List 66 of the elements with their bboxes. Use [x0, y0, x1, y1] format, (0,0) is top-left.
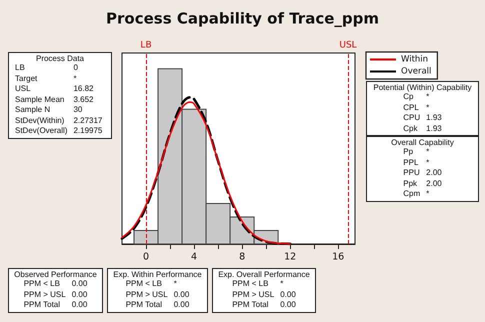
text: 0.00: [172, 300, 190, 310]
ref-line-label: USL: [339, 40, 357, 50]
text: StDev(Within): [14, 116, 66, 126]
text: 0: [72, 63, 79, 74]
text: *: [425, 158, 430, 168]
text: 30: [72, 105, 84, 116]
text: 0.00: [70, 279, 88, 290]
text: PPM > USL: [231, 290, 276, 300]
text: PPM < LB: [231, 279, 270, 290]
text: 2.00: [425, 178, 443, 189]
text: Exp. Within Performance: [112, 270, 203, 279]
text: *: [425, 189, 430, 200]
text: USL: [14, 84, 32, 94]
text: PPM < LB: [124, 279, 163, 290]
text: 0.00: [172, 290, 190, 300]
text: Overall Capability: [390, 138, 455, 147]
text: PPM < LB: [22, 279, 61, 290]
text: Sample N: [14, 105, 52, 116]
x-tick-label: 16: [332, 252, 344, 262]
text: *: [72, 74, 78, 84]
text: PPU: [402, 168, 421, 178]
text: LB: [14, 63, 26, 74]
text: 0.00: [70, 300, 88, 310]
text: Ppk: [402, 178, 418, 189]
text: PPM Total: [124, 300, 164, 310]
text: Process Data: [34, 54, 86, 63]
text: Cpm: [402, 189, 422, 200]
text: Cpk: [402, 124, 418, 134]
text: PPL: [402, 158, 420, 168]
text: *: [425, 147, 430, 158]
text: Exp. Overall Performance: [217, 270, 311, 279]
text: PPM Total: [22, 300, 62, 310]
text: StDev(Overall): [14, 126, 68, 136]
text: PPM Total: [231, 300, 270, 310]
ref-line-label: LB: [140, 40, 152, 50]
chart-title: Process Capability of Trace_ppm: [106, 10, 379, 28]
legend-label: Within: [401, 54, 428, 64]
text: 2.00: [425, 168, 443, 178]
x-tick-label: 0: [142, 252, 150, 262]
text: *: [279, 279, 284, 290]
legend-label: Overall: [401, 66, 432, 76]
text: 2.27317: [72, 116, 104, 126]
text: Cp: [402, 92, 414, 102]
text: 0.00: [279, 300, 297, 310]
text: Pp: [402, 147, 414, 158]
text: 1.93: [425, 124, 443, 134]
text: 0.00: [70, 290, 88, 300]
text: CPL: [402, 102, 420, 113]
text: PPM > USL: [22, 290, 67, 300]
text: Observed Performance: [13, 270, 98, 279]
text: *: [425, 92, 430, 102]
text: *: [172, 279, 178, 290]
text: CPU: [402, 113, 422, 124]
text: 2.19975: [72, 126, 104, 136]
text: PPM > USL: [124, 290, 169, 300]
x-tick-label: 4: [191, 252, 198, 262]
text: Sample Mean: [14, 94, 66, 105]
text: 1.93: [425, 113, 443, 124]
text: Potential (Within) Capability: [372, 83, 473, 92]
text: Target: [14, 74, 38, 84]
text: 3.652: [72, 94, 94, 105]
x-tick-label: 8: [239, 252, 246, 262]
text: 0.00: [279, 290, 297, 300]
text: 16.82: [72, 84, 94, 94]
x-tick-label: 12: [284, 252, 296, 262]
text: *: [425, 102, 430, 113]
